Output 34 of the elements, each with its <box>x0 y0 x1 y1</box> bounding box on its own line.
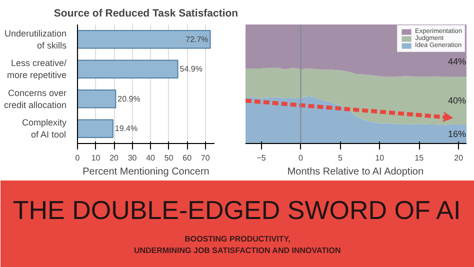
data-label: 72.7% <box>186 34 208 44</box>
data-label: 19.4% <box>114 124 138 134</box>
y-tick-label: Concerns over credit allocation <box>4 88 67 110</box>
data-label: 20.9% <box>118 94 140 104</box>
text: BOOSTING PRODUCTIVITY, UNDERMINING JOB SATISFACTION AND INNOVATION <box>134 234 341 256</box>
bar <box>78 60 178 79</box>
annotation: 16% <box>448 128 466 139</box>
y-tick-label: Less creative/ more repetitive <box>6 58 67 80</box>
x-tick-label: 0 <box>298 154 304 162</box>
x-tick-label: 15 <box>414 154 424 162</box>
x-axis-title: Percent Mentioning Concern <box>82 166 210 178</box>
x-tick-label: 60 <box>182 154 192 162</box>
y-tick-label: Underutilization of skills <box>4 28 67 50</box>
bar <box>78 89 116 108</box>
x-axis-title: Months Relative to AI Adoption <box>287 166 424 178</box>
x-tick-label: 5 <box>338 154 343 162</box>
x-tick-label: 50 <box>164 154 174 162</box>
x-tick-label: −5 <box>256 154 266 162</box>
x-tick-label: 20 <box>110 154 120 162</box>
annotation: 40% <box>448 96 466 106</box>
x-tick-label: 70 <box>200 154 210 162</box>
bar <box>78 119 114 138</box>
bar <box>78 30 211 49</box>
x-tick-label: 0 <box>75 154 80 162</box>
chart-title: Source of Reduced Task Satisfaction <box>54 8 238 20</box>
annotation: 44% <box>448 56 466 66</box>
y-tick-label: Complexity of AI tool <box>22 118 67 140</box>
x-tick-label: 40 <box>146 154 156 162</box>
x-tick-label: 20 <box>454 154 464 162</box>
text: THE DOUBLE-EDGED SWORD OF AI <box>12 195 461 226</box>
x-tick-label: 30 <box>128 154 138 162</box>
x-tick-label: 10 <box>91 154 101 162</box>
x-tick-label: 10 <box>375 154 385 162</box>
data-label: 54.9% <box>180 64 202 74</box>
